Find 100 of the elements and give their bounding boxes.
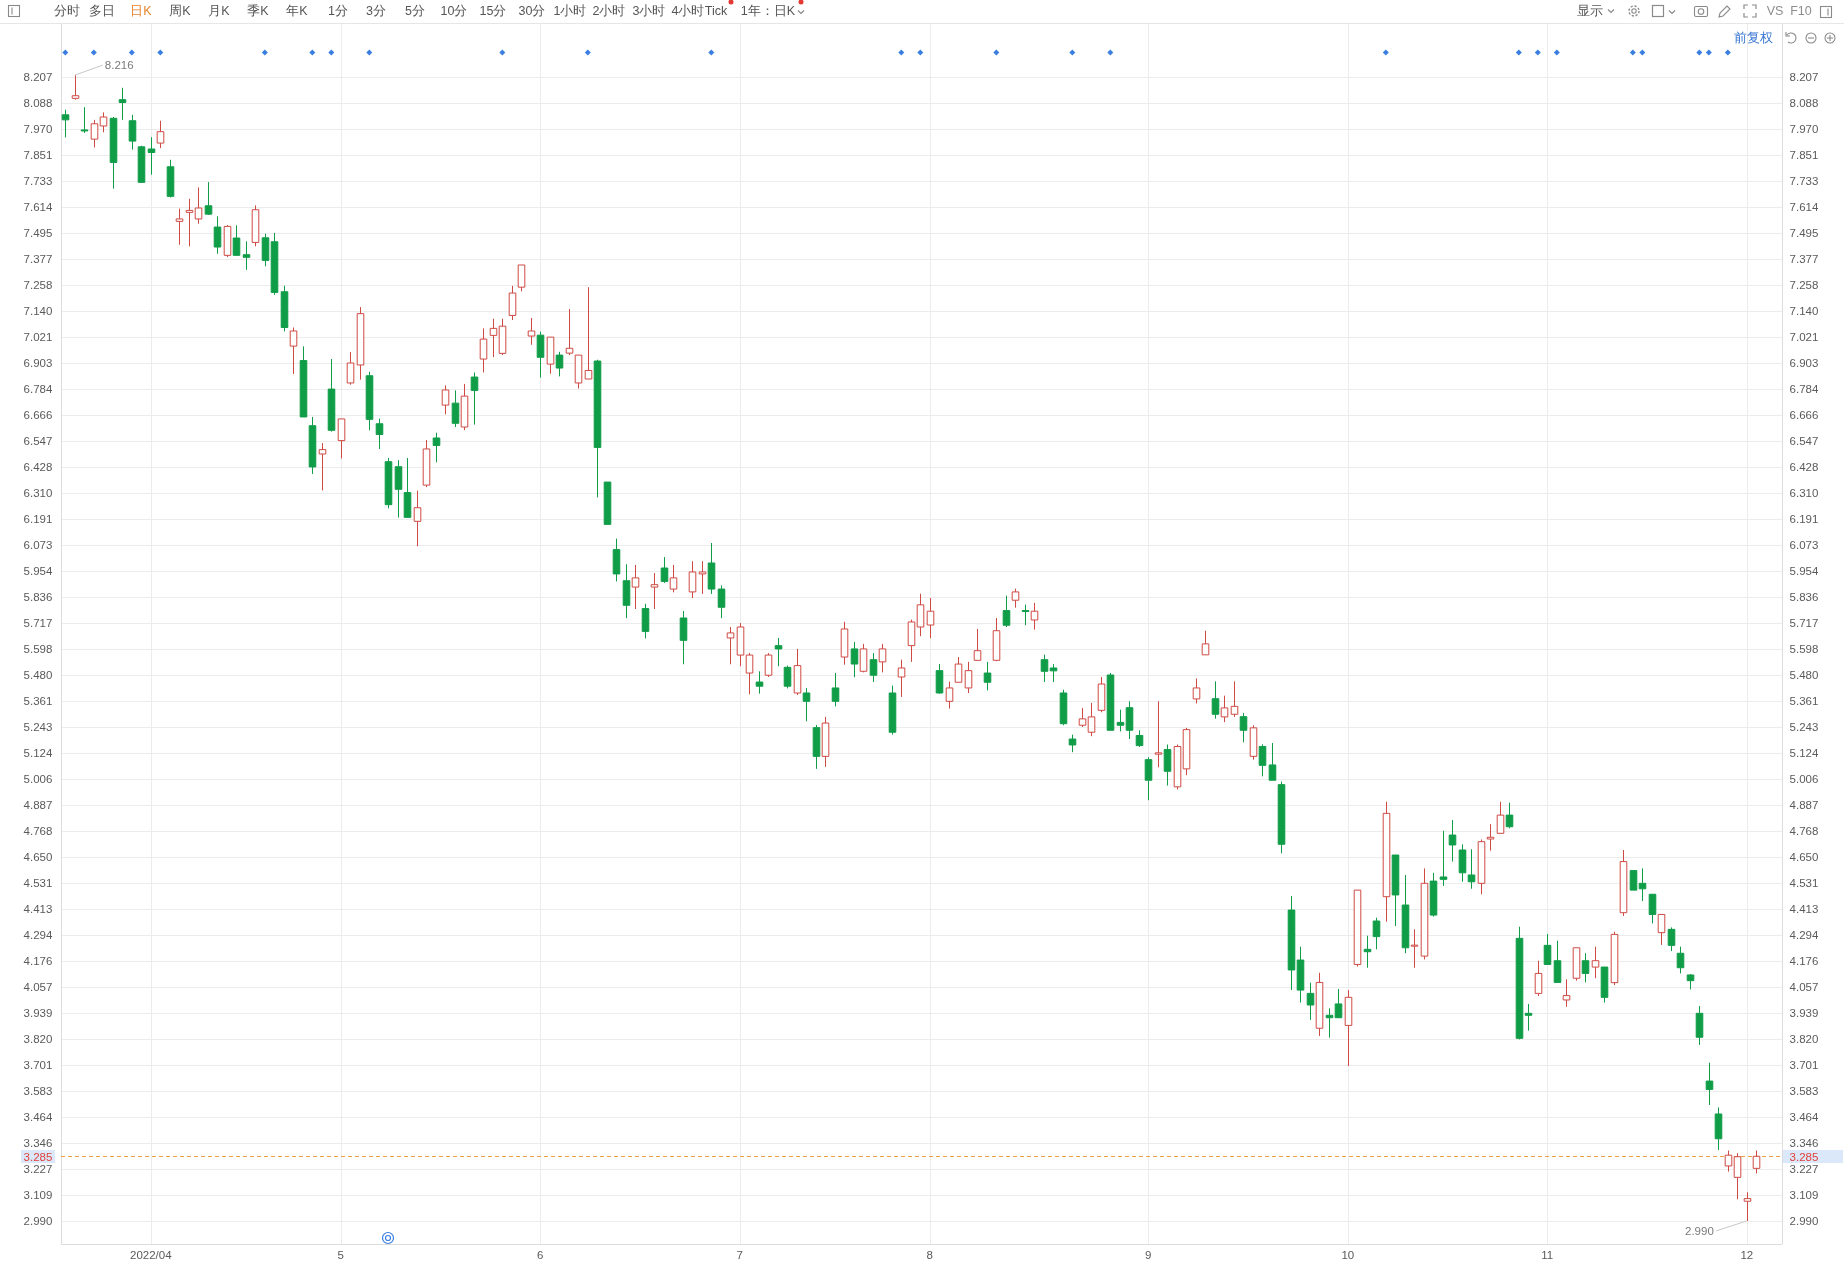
- text: 10分: [440, 4, 468, 18]
- candlestick: [356, 306, 365, 381]
- candlestick: [1258, 743, 1267, 777]
- y-tick-label: 5.006: [23, 772, 53, 785]
- text: 分时: [54, 4, 80, 18]
- annotation: 前复权: [1733, 31, 1773, 45]
- y2-tick-label: 3.939: [1789, 1006, 1819, 1019]
- candlestick: [1287, 895, 1296, 991]
- y-tick-label: 4.887: [23, 799, 53, 812]
- text: 显示: [1577, 4, 1603, 18]
- candlestick: [365, 371, 374, 431]
- annotation: 8.216: [104, 59, 134, 72]
- candlestick: [508, 285, 517, 321]
- candlestick: [612, 538, 621, 582]
- y2-tick-label: 7.258: [1789, 279, 1819, 292]
- candlestick: [1087, 702, 1096, 737]
- candlestick: [1629, 870, 1638, 891]
- candlestick: [793, 648, 802, 696]
- candlestick: [840, 621, 849, 666]
- candlestick: [1515, 926, 1524, 1040]
- y-tick-label: 7.614: [23, 201, 53, 214]
- candlestick: [1239, 712, 1248, 743]
- candlestick: [726, 626, 735, 665]
- y-tick-label: 3.583: [23, 1084, 53, 1097]
- candlestick: [1743, 1191, 1752, 1222]
- candlestick: [232, 224, 241, 256]
- candlestick: [185, 198, 194, 247]
- y-tick-label: 8.207: [23, 71, 53, 84]
- candlestick: [1486, 823, 1495, 852]
- y2-tick-label: 5.243: [1789, 720, 1819, 733]
- text: 月K: [208, 4, 231, 18]
- y-tick-label: 4.531: [23, 877, 53, 890]
- candlestick: [897, 659, 906, 698]
- candlestick: [109, 116, 118, 190]
- candlestick: [1420, 867, 1429, 960]
- y2-tick-label: 3.346: [1789, 1136, 1819, 1149]
- candlestick: [1353, 889, 1362, 968]
- y-tick-label: 6.428: [23, 461, 53, 474]
- candlestick: [669, 564, 678, 593]
- y2-tick-label: 7.851: [1789, 149, 1819, 162]
- y-tick-label: 7.258: [23, 279, 53, 292]
- text: 季K: [247, 4, 270, 18]
- candlestick: [1638, 867, 1647, 902]
- candlestick: [954, 656, 963, 683]
- candlestick: [1230, 680, 1239, 718]
- candlestick: [1581, 952, 1590, 983]
- y2-tick-label: 4.650: [1789, 851, 1819, 863]
- candlestick: [251, 204, 260, 247]
- candlestick: [204, 181, 213, 216]
- candlestick: [128, 114, 137, 151]
- y2-tick-label: 7.733: [1789, 175, 1819, 188]
- candlestick: [850, 641, 859, 678]
- candlestick: [1591, 946, 1600, 979]
- candlestick: [812, 724, 821, 770]
- candlestick: [413, 490, 422, 547]
- y-tick-label: 6.903: [23, 357, 53, 370]
- text: VS: [1766, 4, 1784, 18]
- y2-tick-label: 6.547: [1789, 435, 1819, 448]
- text: 1小时: [553, 4, 587, 18]
- y2-tick-label: 3.701: [1789, 1059, 1819, 1072]
- y2-tick-label: 5.836: [1789, 590, 1819, 603]
- candlestick: [308, 416, 317, 475]
- candlestick: [926, 597, 935, 639]
- y-tick-label: 3.109: [23, 1188, 53, 1201]
- y-tick-label: 5.124: [23, 747, 53, 760]
- y2-tick-label: 3.109: [1789, 1188, 1819, 1201]
- candlestick: [907, 619, 916, 663]
- candlestick: [460, 383, 469, 431]
- y-tick-label: 7.021: [23, 331, 53, 344]
- candlestick: [1334, 988, 1343, 1019]
- candlestick: [223, 224, 232, 258]
- text: 15分: [479, 4, 507, 18]
- y2-tick-label: 3.820: [1789, 1032, 1819, 1045]
- text: 3小时: [632, 4, 666, 18]
- text: 周K: [169, 4, 192, 18]
- candlestick: [1648, 893, 1657, 924]
- candlestick: [1011, 588, 1020, 609]
- candlestick: [1458, 843, 1467, 883]
- x-tick-label: 8: [926, 1249, 933, 1261]
- y-tick-label: 7.733: [23, 175, 53, 188]
- ref-line-label: 3.285: [1789, 1150, 1819, 1163]
- candlestick: [1686, 973, 1695, 990]
- candlestick: [755, 670, 764, 695]
- x-tick-label: 7: [736, 1249, 743, 1261]
- y-tick-label: 7.970: [23, 123, 53, 136]
- candlestick: [1268, 742, 1277, 781]
- text: 5分: [405, 4, 425, 18]
- y-tick-label: 5.361: [23, 695, 53, 708]
- candlestick: [498, 318, 507, 356]
- candlestick: [973, 628, 982, 661]
- y2-tick-label: 4.057: [1789, 981, 1819, 994]
- candlestick: [1477, 838, 1486, 895]
- candlestick: [99, 111, 108, 133]
- candlestick: [764, 652, 773, 678]
- candlestick: [1695, 1005, 1704, 1046]
- x-tick-label: 9: [1145, 1249, 1152, 1261]
- candlestick: [688, 560, 697, 599]
- y-tick-label: 6.191: [23, 513, 53, 526]
- candlestick: [194, 186, 203, 225]
- candlestick: [479, 327, 488, 373]
